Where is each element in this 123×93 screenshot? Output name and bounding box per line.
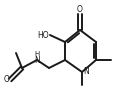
Text: N: N bbox=[84, 68, 89, 77]
Text: H: H bbox=[34, 50, 40, 57]
Text: O: O bbox=[77, 4, 83, 13]
Text: O: O bbox=[3, 76, 9, 85]
Text: HO: HO bbox=[37, 31, 49, 40]
Text: N: N bbox=[34, 56, 40, 65]
